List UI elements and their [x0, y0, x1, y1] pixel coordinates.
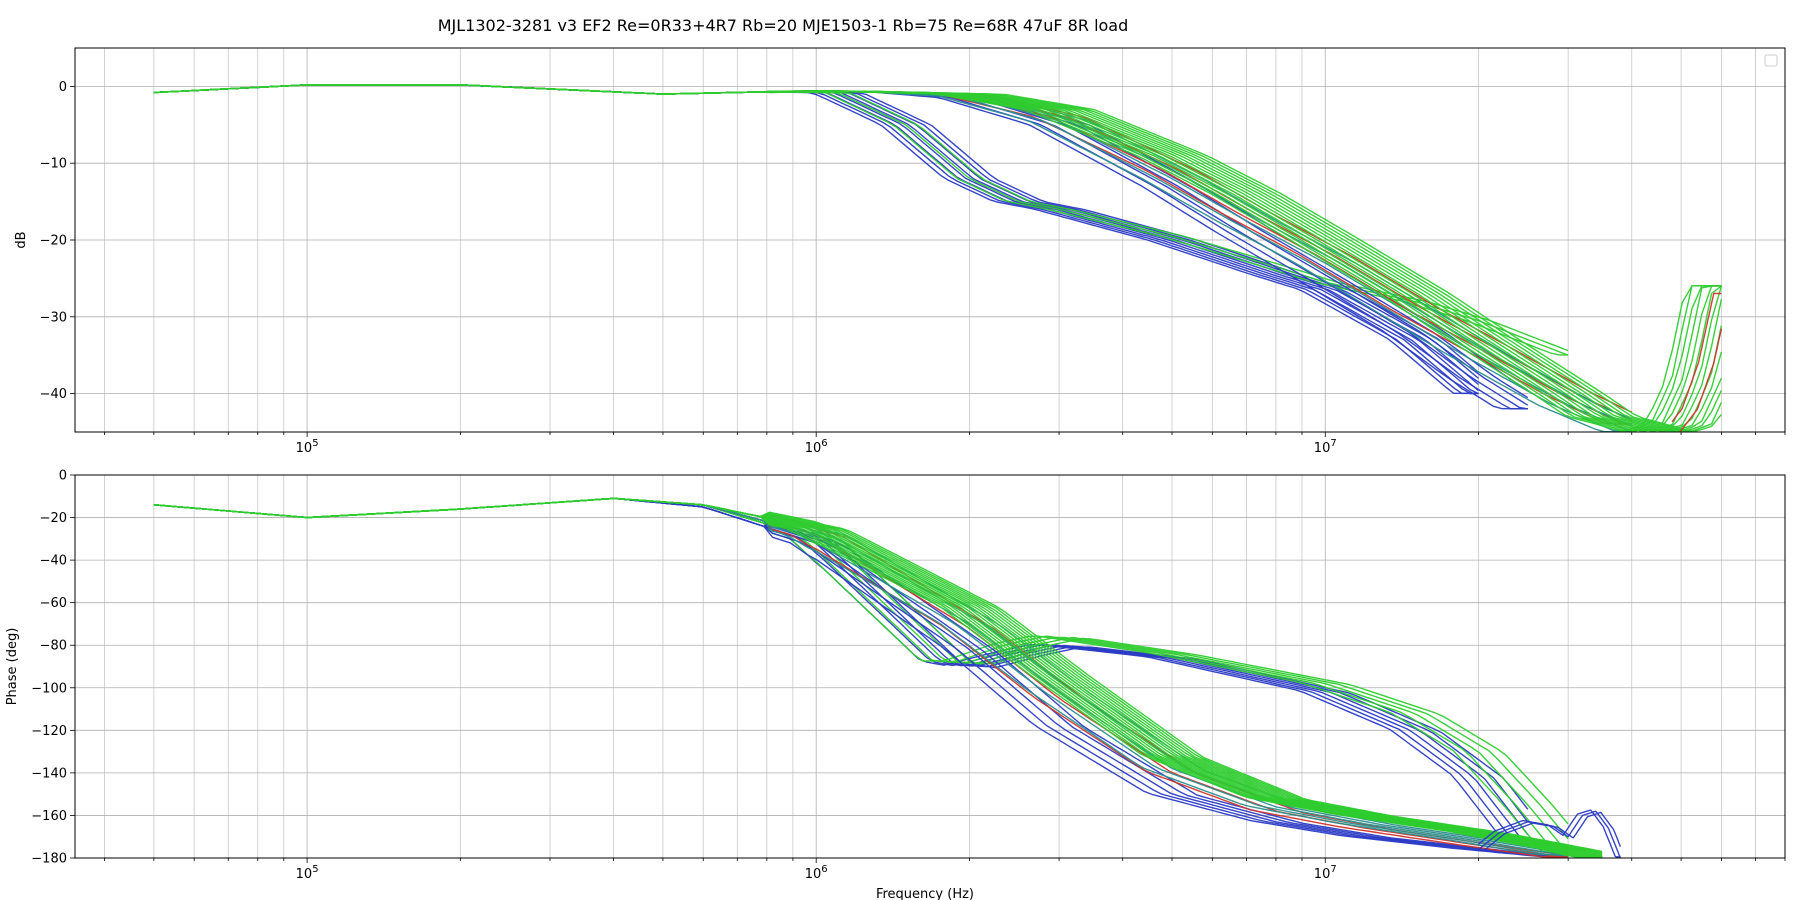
grid	[75, 48, 1786, 432]
y-tick-label: −100	[31, 681, 67, 696]
y-tick-label: 0	[59, 469, 67, 484]
series-line-blue	[1478, 811, 1622, 852]
series-line-green	[153, 497, 1603, 858]
series-line-green	[153, 497, 1603, 858]
series-line-red	[1671, 292, 1722, 423]
series-line-green	[153, 497, 1603, 858]
y-tick-label: −80	[40, 639, 67, 654]
series-line-green	[153, 497, 1603, 855]
series-group	[153, 84, 1723, 432]
series-line-green	[153, 497, 1603, 858]
series-line-teal	[153, 84, 1632, 432]
y-tick-label: 0	[59, 80, 67, 95]
series-line-green	[153, 497, 1603, 858]
x-tick-label: 107	[1314, 864, 1337, 882]
series-line-blue	[153, 84, 1529, 399]
series-group	[153, 497, 1622, 858]
y-tick-label: −30	[40, 310, 67, 325]
y-tick-label: −120	[31, 724, 67, 739]
legend-box	[1764, 54, 1778, 67]
series-line-green	[153, 497, 1603, 858]
series-line-green	[153, 497, 1603, 858]
series-line-green	[153, 84, 1722, 432]
x-tick-label: 105	[296, 438, 319, 456]
phase-panel: 0 −20 −40 −60 −80 −100 −120 −140 −160 −180 105 106 1…	[5, 469, 1786, 900]
y-tick-label: −160	[31, 809, 67, 824]
y-tick-label: −10	[40, 157, 67, 172]
y-axis-label: dB	[14, 231, 29, 248]
series-line-teal	[153, 84, 1633, 427]
grid	[75, 474, 1786, 859]
magnitude-panel: 0 −10 −20 −30 −40 105 106 107 dB	[14, 47, 1786, 456]
series-line-green	[153, 497, 1603, 858]
y-tick-label: −40	[40, 554, 67, 569]
x-tick-label: 107	[1314, 438, 1337, 456]
x-axis-label: Frequency (Hz)	[876, 887, 974, 900]
series-line-teal	[153, 84, 1633, 432]
series-line-blue	[153, 84, 1529, 391]
series-line-green	[153, 497, 1603, 858]
y-tick-label: −20	[40, 511, 67, 526]
figure-title: MJL1302-3281 v3 EF2 Re=0R33+4R7 Rb=20 MJ…	[438, 16, 1129, 35]
y-tick-label: −20	[40, 234, 67, 249]
y-tick-label: −60	[40, 596, 67, 611]
series-line-green	[153, 84, 1569, 352]
x-tick-label: 106	[805, 438, 828, 456]
axes-frame	[74, 474, 1786, 859]
y-tick-label: −180	[31, 852, 67, 867]
y-tick-label: −140	[31, 766, 67, 781]
y-axis-label: Phase (deg)	[5, 628, 20, 706]
series-line-blue	[153, 84, 1528, 410]
series-line-red	[153, 84, 1633, 413]
series-line-green	[153, 497, 1603, 853]
x-tick-label: 106	[805, 864, 828, 882]
series-line-green	[153, 497, 1603, 858]
axes-frame	[74, 47, 1786, 433]
series-line-blue	[153, 84, 1528, 410]
x-tick-label: 105	[296, 864, 319, 882]
series-line-teal	[153, 84, 1632, 432]
y-tick-label: −40	[40, 387, 67, 402]
series-line-green	[153, 497, 1569, 840]
